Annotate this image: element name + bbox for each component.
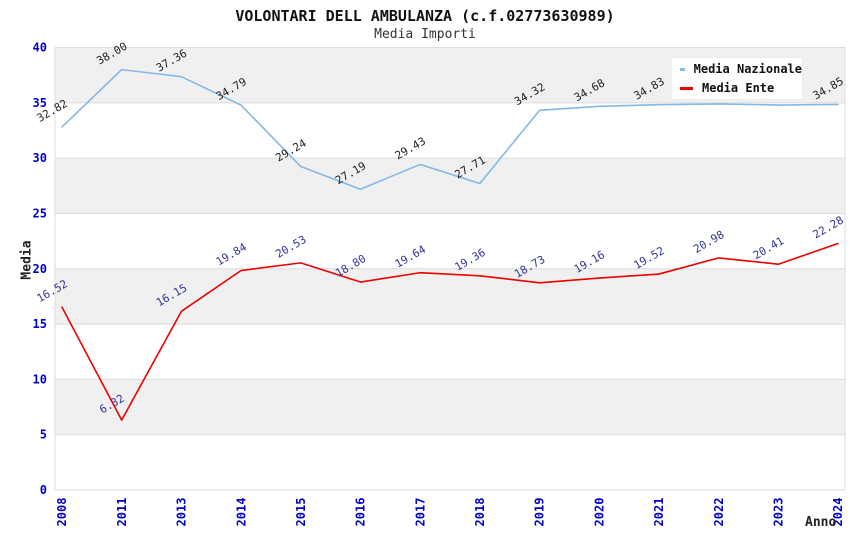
- data-point-label: 19.64: [393, 243, 429, 271]
- x-tick-label: 2015: [294, 498, 308, 527]
- y-tick-label: 10: [33, 372, 47, 386]
- data-point-label: 19.84: [214, 240, 250, 268]
- legend-label-nazionale: Media Nazionale: [693, 62, 802, 76]
- legend-swatch-ente: [680, 86, 693, 90]
- data-point-label: 22.28: [811, 214, 846, 242]
- y-tick-label: 0: [40, 483, 47, 497]
- y-tick-label: 15: [33, 317, 47, 331]
- legend-item-media-ente: Media Ente: [680, 81, 802, 95]
- data-point-label: 20.41: [751, 234, 786, 262]
- y-tick-label: 35: [33, 96, 47, 110]
- legend: Media Nazionale Media Ente: [671, 57, 803, 100]
- y-tick-label: 30: [33, 151, 47, 165]
- data-point-label: 20.98: [691, 228, 726, 256]
- x-tick-label: 2008: [55, 498, 69, 527]
- chart-subtitle: Media Importi: [374, 27, 476, 42]
- data-point-label: 20.53: [273, 233, 308, 261]
- x-tick-label: 2016: [354, 498, 368, 527]
- y-tick-label: 20: [33, 262, 47, 276]
- legend-item-media-nazionale: Media Nazionale: [680, 62, 802, 76]
- series-line: [61, 242, 839, 421]
- data-point-label: 19.52: [632, 244, 667, 272]
- y-tick-label: 40: [33, 41, 47, 55]
- x-tick-label: 2011: [115, 498, 129, 527]
- x-axis-title: Anno: [805, 515, 837, 530]
- x-tick-label: 2018: [473, 498, 487, 527]
- x-tick-label: 2019: [533, 498, 547, 527]
- x-tick-label: 2021: [652, 498, 666, 527]
- series-line: [61, 68, 839, 191]
- x-tick-label: 2017: [413, 498, 427, 527]
- x-tick-label: 2020: [592, 498, 606, 527]
- x-tick-label: 2013: [175, 498, 189, 527]
- y-axis-title: Media: [19, 240, 35, 280]
- y-tick-label: 5: [40, 428, 47, 442]
- legend-label-ente: Media Ente: [702, 81, 775, 95]
- y-tick-label: 25: [33, 206, 47, 220]
- chart-title: VOLONTARI DELL AMBULANZA (c.f.0277363098…: [235, 7, 615, 25]
- x-tick-label: 2014: [234, 498, 248, 527]
- x-tick-label: 2022: [712, 498, 726, 527]
- legend-swatch-nazionale: [680, 67, 685, 71]
- x-tick-label: 2024: [831, 498, 845, 527]
- x-tick-label: 2023: [772, 498, 786, 527]
